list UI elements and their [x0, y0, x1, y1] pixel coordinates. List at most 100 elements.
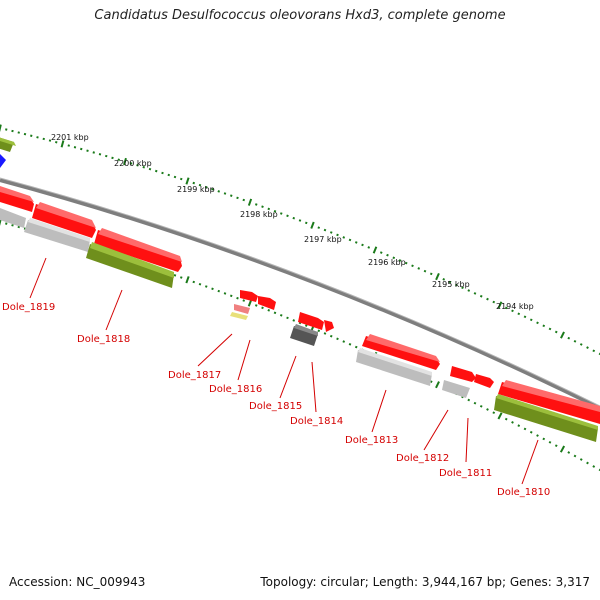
- minor-tick: [529, 430, 533, 434]
- minor-tick: [367, 246, 371, 249]
- minor-tick: [467, 398, 471, 402]
- minor-tick: [211, 188, 214, 191]
- minor-tick: [504, 417, 508, 421]
- major-tick: [560, 331, 565, 339]
- gene-grey[interactable]: [442, 380, 470, 398]
- major-tick: [185, 276, 190, 284]
- major-tick: [185, 177, 190, 185]
- minor-tick: [317, 226, 321, 229]
- kbp-label: 2196 kbp: [368, 258, 406, 267]
- minor-tick: [254, 203, 258, 206]
- gene-grey-top: [28, 218, 90, 242]
- minor-tick: [273, 209, 277, 213]
- gene-label[interactable]: Dole_1814: [290, 416, 343, 427]
- minor-tick: [217, 190, 221, 193]
- leader-line: [311, 361, 317, 413]
- gene-yellow[interactable]: [230, 312, 248, 320]
- minor-tick: [586, 346, 589, 349]
- kbp-label: 2201 kbp: [51, 133, 89, 142]
- gene-red[interactable]: [474, 374, 494, 388]
- gene-olive-top: [496, 394, 598, 430]
- gene-red[interactable]: [298, 312, 324, 330]
- minor-tick: [292, 319, 296, 322]
- minor-tick: [173, 175, 177, 179]
- gene-red[interactable]: [94, 230, 182, 272]
- gene-label[interactable]: Dole_1816: [209, 384, 262, 395]
- minor-tick: [473, 401, 477, 405]
- gene-olive[interactable]: [494, 396, 598, 442]
- minor-tick: [279, 212, 283, 215]
- minor-tick: [517, 312, 521, 316]
- minor-tick: [467, 289, 471, 292]
- minor-tick: [130, 162, 133, 165]
- gene-label[interactable]: Dole_1813: [345, 435, 398, 446]
- minor-tick: [473, 292, 477, 295]
- major-tick: [559, 445, 566, 453]
- gene-red[interactable]: [498, 382, 600, 424]
- gene-label[interactable]: Dole_1810: [497, 487, 550, 498]
- kbp-labels: 2201 kbp 2200 kbp 2199 kbp 2198 kbp 2197…: [51, 133, 534, 311]
- minor-tick: [236, 196, 239, 200]
- minor-tick: [42, 137, 45, 141]
- minor-tick: [273, 311, 277, 315]
- minor-tick: [442, 278, 446, 281]
- minor-tick: [554, 444, 558, 448]
- gene-olive[interactable]: [86, 244, 174, 288]
- gene-label[interactable]: Dole_1811: [439, 468, 492, 479]
- minor-tick: [579, 458, 583, 461]
- gene-label[interactable]: Dole_1819: [2, 302, 55, 313]
- minor-tick: [23, 227, 27, 230]
- gene-red[interactable]: [258, 296, 276, 310]
- minor-tick: [573, 454, 577, 458]
- gene-pink[interactable]: [234, 304, 250, 314]
- gene-label[interactable]: Dole_1815: [249, 401, 302, 412]
- minor-tick: [167, 173, 171, 177]
- minor-tick: [142, 165, 145, 169]
- gene-red[interactable]: [240, 290, 258, 302]
- gene-grey[interactable]: [356, 350, 432, 386]
- gene-red-top: [36, 202, 96, 228]
- minor-tick: [323, 332, 327, 335]
- minor-tick: [98, 153, 102, 156]
- genome-title: Candidatus Desulfococcus oleovorans Hxd3…: [94, 8, 506, 23]
- gene-grey-top: [358, 348, 432, 376]
- minor-tick: [261, 205, 264, 208]
- major-tick: [60, 140, 65, 148]
- gene-red[interactable]: [450, 366, 476, 382]
- gene-blue[interactable]: [0, 154, 6, 168]
- kbp-label: 2198 kbp: [240, 210, 278, 219]
- gene-red[interactable]: [32, 204, 96, 238]
- minor-tick: [329, 334, 333, 338]
- minor-tick: [454, 283, 458, 287]
- minor-tick: [573, 339, 577, 343]
- gene-red[interactable]: [324, 320, 334, 332]
- gene-grey[interactable]: [24, 220, 90, 252]
- minor-tick: [211, 287, 214, 291]
- minor-tick: [404, 261, 408, 265]
- minor-tick: [192, 181, 196, 185]
- gene-grey[interactable]: [0, 208, 26, 228]
- minor-tick: [336, 337, 339, 341]
- minor-tick: [217, 289, 221, 293]
- minor-tick: [198, 282, 202, 286]
- gene-red-top: [366, 334, 440, 362]
- minor-tick: [536, 321, 539, 325]
- minor-tick: [148, 167, 152, 171]
- gene-olive-top: [0, 137, 16, 146]
- major-tick: [247, 299, 253, 307]
- gene-label[interactable]: Dole_1817: [168, 370, 221, 381]
- minor-tick: [592, 349, 596, 353]
- leader-line: [279, 355, 297, 399]
- gene-labels: Dole_1819 Dole_1818 Dole_1817 Dole_1816 …: [2, 302, 550, 498]
- gene-label[interactable]: Dole_1818: [77, 334, 130, 345]
- minor-tick: [567, 336, 571, 340]
- minor-tick: [73, 146, 77, 149]
- gene-label[interactable]: Dole_1812: [396, 453, 449, 464]
- minor-tick: [529, 318, 533, 322]
- minor-tick: [592, 465, 596, 468]
- minor-tick: [492, 411, 496, 415]
- minor-tick: [411, 264, 414, 268]
- gene-dark[interactable]: [290, 326, 318, 346]
- kbp-label: 2200 kbp: [114, 159, 152, 168]
